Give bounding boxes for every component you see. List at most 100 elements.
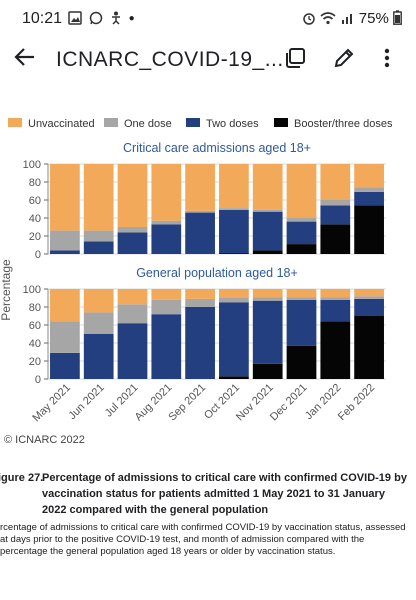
bar-segment (252, 211, 283, 251)
bar-segment (151, 220, 182, 225)
bar-segment (286, 218, 317, 222)
bar-segment (117, 304, 148, 324)
y-tick-label: 100 (23, 159, 41, 171)
bar-segment (185, 164, 215, 211)
bar-segment (219, 164, 249, 209)
bar-segment (83, 334, 114, 379)
bar-segment (320, 299, 351, 322)
panel-title: General population aged 18+ (136, 266, 298, 280)
legend-swatch (104, 118, 118, 127)
accessibility-icon (111, 11, 120, 25)
bar-segment (286, 164, 317, 218)
y-tick-label: 40 (29, 213, 41, 225)
battery-icon (393, 10, 402, 25)
bar-segment (219, 376, 249, 379)
bar-segment (286, 297, 317, 300)
y-tick-label: 80 (29, 302, 41, 314)
bar-segment (50, 164, 80, 231)
bar-segment (151, 299, 182, 315)
bar-segment (354, 296, 384, 299)
bar-segment (117, 289, 148, 305)
legend-swatch (274, 118, 288, 127)
battery-percentage: 75% (358, 10, 389, 27)
x-tick-label: Jun 2021 (66, 382, 106, 422)
legend-label: Two doses (206, 118, 259, 130)
y-tick-label: 80 (29, 177, 41, 189)
bar-segment (252, 164, 283, 210)
bar-segment (50, 352, 80, 379)
bar-segment (252, 289, 283, 298)
bar-segment (252, 209, 283, 212)
bar-segment (151, 314, 182, 379)
image-icon (68, 11, 82, 25)
signal-icon (341, 14, 352, 24)
alarm-icon (303, 13, 316, 25)
legend-swatch (8, 118, 22, 127)
y-tick-label: 0 (35, 374, 41, 386)
bar-segment (354, 289, 384, 297)
bar-segment (219, 208, 249, 210)
x-tick-label: Dec 2021 (268, 382, 310, 424)
x-tick-label: Feb 2022 (336, 382, 377, 423)
bar-segment (50, 250, 80, 254)
y-tick-label: 0 (35, 249, 41, 261)
back-arrow-icon[interactable] (14, 44, 36, 75)
bar-segment (185, 298, 215, 307)
bar-segment (185, 289, 215, 299)
panel-title: Critical care admissions aged 18+ (123, 141, 311, 155)
document-title: ICNARC_COVID-19_... (56, 48, 284, 71)
dot-icon: ● (128, 13, 138, 24)
bar-segment (83, 241, 114, 254)
bar-segment (50, 321, 80, 353)
bar-segment (320, 205, 351, 225)
bar-segment (117, 232, 148, 254)
y-tick-label: 20 (29, 231, 41, 243)
bar-segment (320, 321, 351, 379)
stacked-bar-chart: Unvaccinated One dose Two doses Booster/thr… (0, 118, 393, 424)
bar-segment (83, 312, 114, 334)
legend-label: One dose (124, 118, 172, 130)
more-vert-icon[interactable] (382, 46, 392, 75)
bar-segment (219, 302, 249, 377)
bar-segment (252, 300, 283, 364)
x-tick-label: Sep 2021 (166, 382, 208, 424)
bar-segment (219, 209, 249, 254)
bar-segment (252, 250, 283, 254)
bar-segment (286, 299, 317, 346)
y-tick-label: 60 (29, 195, 41, 207)
caption-label: igure 27. (0, 472, 44, 484)
bar-segment (83, 230, 114, 242)
wifi-icon (320, 12, 336, 25)
bar-segment (50, 230, 80, 251)
bar-segment (151, 289, 182, 300)
bar-segment (117, 323, 148, 379)
caption-text: Percentage of admissions to critical car… (42, 472, 407, 516)
bar-segment (185, 210, 215, 213)
bar-segment (320, 224, 351, 254)
copy-icon[interactable] (283, 46, 307, 75)
bar-segment (354, 187, 384, 192)
bar-segment (151, 224, 182, 254)
legend-label: Unvaccinated (28, 118, 95, 130)
bar-segment (354, 164, 384, 188)
legend-swatch (186, 118, 200, 127)
y-tick-label: 40 (29, 338, 41, 350)
edit-icon[interactable] (332, 46, 356, 75)
figure-description: rcentage of admissions to critical care … (0, 522, 406, 557)
y-axis-label: Percentage (0, 259, 13, 321)
bar-segment (354, 191, 384, 206)
bar-segment (117, 164, 148, 227)
bar-segment (219, 289, 249, 298)
status-right-icons: 75% (302, 10, 402, 27)
app-bar: ICNARC_COVID-19_... (0, 38, 416, 82)
bar-segment (185, 212, 215, 254)
bar-segment (354, 316, 384, 379)
bar-segment (320, 297, 351, 300)
y-tick-label: 60 (29, 320, 41, 332)
bar-segment (354, 298, 384, 316)
bar-segment (286, 289, 317, 298)
bar-segment (320, 164, 351, 200)
bar-segment (286, 244, 317, 254)
whatsapp-icon (89, 11, 103, 25)
status-bar: 10:21 ● 75% (0, 0, 416, 38)
